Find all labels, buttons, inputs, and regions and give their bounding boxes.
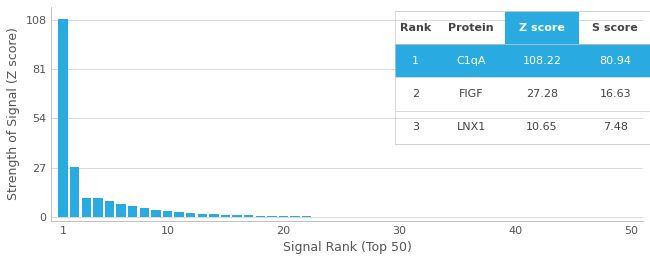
Y-axis label: Strength of Signal (Z score): Strength of Signal (Z score) [7,27,20,200]
Bar [93,198,103,217]
Text: Protein: Protein [448,23,494,33]
Bar [255,216,265,217]
Text: 108.22: 108.22 [523,56,562,66]
Text: 27.28: 27.28 [526,89,558,99]
Bar [151,210,161,217]
Text: C1qA: C1qA [456,56,486,66]
Text: Rank: Rank [400,23,432,33]
Bar [291,216,300,217]
Bar [70,167,79,217]
Bar [105,201,114,217]
Bar [209,214,218,217]
Bar [116,204,125,217]
Bar [82,198,91,217]
Bar [128,206,137,217]
Bar [267,216,276,217]
Bar [302,216,311,217]
Text: 2: 2 [412,89,419,99]
Bar [174,212,184,217]
Text: 80.94: 80.94 [599,56,631,66]
Bar [244,216,254,217]
Text: Z score: Z score [519,23,565,33]
Text: S score: S score [592,23,638,33]
Bar [279,216,288,217]
X-axis label: Signal Rank (Top 50): Signal Rank (Top 50) [283,241,411,254]
Bar [140,208,149,217]
Text: 1: 1 [412,56,419,66]
Text: 10.65: 10.65 [526,122,558,132]
Bar [233,215,242,217]
Bar [186,213,195,217]
Text: FIGF: FIGF [459,89,484,99]
Bar [163,211,172,217]
Text: 16.63: 16.63 [599,89,631,99]
Bar [58,19,68,217]
Text: 3: 3 [412,122,419,132]
Bar [198,214,207,217]
Text: 7.48: 7.48 [603,122,628,132]
Bar [221,215,230,217]
Text: LNX1: LNX1 [456,122,486,132]
